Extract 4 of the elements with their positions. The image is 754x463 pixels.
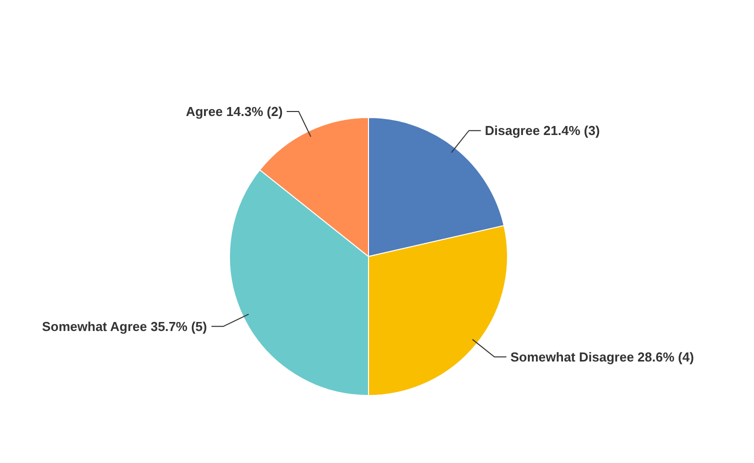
slice-label: Disagree 21.4% (3) (484, 123, 600, 138)
slice-label: Somewhat Agree 35.7% (5) (42, 318, 207, 334)
slice-label: Agree 14.3% (2) (186, 104, 283, 119)
slice-label: Somewhat Disagree 28.6% (4) (510, 349, 694, 364)
